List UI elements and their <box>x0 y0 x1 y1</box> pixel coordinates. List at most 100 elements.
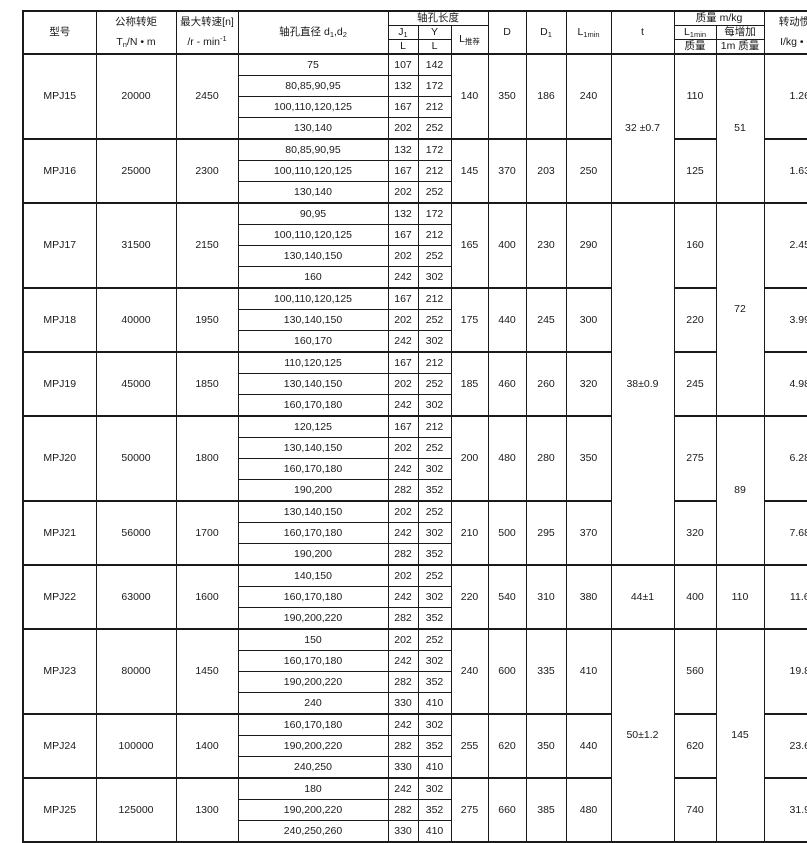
cell-bore-length-J1: 242 <box>387 330 419 353</box>
cell-bore-diameter: 160,170,180 <box>237 650 389 673</box>
cell-inertia: 23.6 <box>763 713 807 779</box>
cell-mass-per-meter: 145 <box>715 628 765 843</box>
table-row: MPJ20 50000 1800 120,125 167 212 200 480 280 350 2… <box>22 415 807 566</box>
cell-mass-L1min: 740 <box>673 777 717 843</box>
cell-mass-L1min: 400 <box>673 564 717 630</box>
table-row: MPJ21 56000 1700 130,140,150 202 252 210 500 295… <box>22 500 807 566</box>
cell-max-speed: 1700 <box>175 500 239 566</box>
header-mass-L1min-unit: 质量 <box>673 39 717 55</box>
cell-bore-diameter: 80,85,90,95 <box>237 138 389 162</box>
cell-bore-diameter: 100,110,120,125 <box>237 96 389 119</box>
cell-bore-diameter: 240,250,260 <box>237 820 389 843</box>
cell-max-speed: 1800 <box>175 415 239 502</box>
cell-bore-length-J1: 202 <box>387 245 419 268</box>
cell-bore-diameter: 100,110,120,125 <box>237 224 389 247</box>
cell-model: MPJ19 <box>22 351 97 417</box>
header-D: D <box>487 10 527 55</box>
cell-inertia: 11.6 <box>763 564 807 630</box>
table-row: 80,85,90,95 132 172 <box>23 75 807 98</box>
cell-bore-length-J1: 202 <box>387 564 419 588</box>
cell-bore-length-J1: 242 <box>387 266 419 289</box>
table-row: 130,140,150 202 252 <box>23 309 807 332</box>
table-row: 240 330 410 <box>23 692 807 715</box>
table-row: 160,170,180 242 302 <box>23 650 807 673</box>
cell-max-speed: 2300 <box>175 138 239 204</box>
cell-bore-length-J1: 167 <box>387 415 419 439</box>
cell-bore-length-Y: 352 <box>417 799 452 822</box>
cell-bore-diameter: 100,110,120,125 <box>237 160 389 183</box>
cell-max-speed: 2150 <box>175 202 239 289</box>
cell-L1min: 410 <box>565 628 612 715</box>
cell-t: 44±1 <box>610 564 675 630</box>
cell-bore-length-J1: 282 <box>387 735 419 758</box>
cell-mass-L1min: 125 <box>673 138 717 204</box>
cell-D: 540 <box>487 564 527 630</box>
table-row: MPJ24 100000 1400 160,170,180 242 302 255 620 35… <box>22 713 807 779</box>
cell-bore-length-Y: 212 <box>417 224 452 247</box>
table-row: 160,170,180 242 302 <box>23 522 807 545</box>
header-L-recommended: L推荐 <box>450 25 489 55</box>
table-row: 130,140,150 202 252 <box>23 373 807 396</box>
cell-bore-diameter: 130,140,150 <box>237 500 389 524</box>
cell-bore-diameter: 190,200,220 <box>237 799 389 822</box>
cell-bore-length-Y: 302 <box>417 458 452 481</box>
cell-bore-length-J1: 330 <box>387 756 419 779</box>
cell-nominal-torque: 56000 <box>95 500 177 566</box>
cell-bore-diameter: 190,200 <box>237 543 389 566</box>
header-mass-per-meter: 每增加 <box>715 25 765 41</box>
table-row: 130,140 202 252 <box>23 181 807 204</box>
cell-bore-length-Y: 252 <box>417 181 452 204</box>
header-inertia: 转动惯量 I/kg • m2 <box>763 10 807 55</box>
cell-bore-length-Y: 352 <box>417 479 452 502</box>
cell-bore-diameter: 190,200,220 <box>237 671 389 694</box>
cell-D1: 245 <box>525 287 567 353</box>
table-row: 160,170,180 242 302 <box>23 586 807 609</box>
cell-mass-L1min: 320 <box>673 500 717 566</box>
cell-bore-diameter: 160,170,180 <box>237 713 389 737</box>
cell-D1: 335 <box>525 628 567 715</box>
cell-D: 600 <box>487 628 527 715</box>
cell-bore-length-J1: 202 <box>387 181 419 204</box>
cell-t: 38±0.9 <box>610 202 675 566</box>
cell-t: 50±1.2 <box>610 628 675 843</box>
cell-bore-length-J1: 202 <box>387 373 419 396</box>
cell-bore-length-Y: 252 <box>417 373 452 396</box>
cell-bore-length-J1: 282 <box>387 799 419 822</box>
cell-model: MPJ16 <box>22 138 97 204</box>
cell-mass-L1min: 275 <box>673 415 717 502</box>
header-Y: Y <box>417 25 452 41</box>
cell-mass-per-meter: 72 <box>715 202 765 417</box>
cell-bore-diameter: 160,170,180 <box>237 394 389 417</box>
cell-bore-length-J1: 107 <box>387 53 419 77</box>
cell-bore-diameter: 190,200,220 <box>237 607 389 630</box>
cell-bore-length-Y: 172 <box>417 75 452 98</box>
cell-L1min: 480 <box>565 777 612 843</box>
table-row: 190,200 282 352 <box>23 543 807 566</box>
spec-sheet: 型号 公称转矩 Tn/N • m 最大转速[n] /r - min-1 轴孔直径… <box>22 10 807 843</box>
cell-bore-diameter: 190,200 <box>237 479 389 502</box>
cell-bore-diameter: 130,140 <box>237 181 389 204</box>
header-mass-per-meter-unit: 1m 质量 <box>715 39 765 55</box>
table-row: MPJ23 80000 1450 150 202 252 240 600 335 410 50±1.… <box>22 628 807 843</box>
cell-L1min: 440 <box>565 713 612 779</box>
cell-bore-length-Y: 302 <box>417 330 452 353</box>
cell-bore-length-Y: 352 <box>417 735 452 758</box>
cell-bore-length-Y: 302 <box>417 394 452 417</box>
cell-max-speed: 1950 <box>175 287 239 353</box>
table-row: 130,140,150 202 252 <box>23 245 807 268</box>
cell-model: MPJ15 <box>22 53 97 140</box>
table-row: 160 242 302 <box>23 266 807 289</box>
table-row: 190,200 282 352 <box>23 479 807 502</box>
header-Y-L: L <box>417 39 452 55</box>
cell-nominal-torque: 40000 <box>95 287 177 353</box>
cell-L1min: 290 <box>565 202 612 289</box>
cell-bore-length-J1: 167 <box>387 351 419 375</box>
cell-mass-per-meter: 110 <box>715 564 765 630</box>
cell-L-recommended: 140 <box>450 53 489 140</box>
cell-bore-length-J1: 242 <box>387 394 419 417</box>
cell-bore-length-Y: 252 <box>417 309 452 332</box>
cell-D1: 230 <box>525 202 567 289</box>
cell-mass-L1min: 620 <box>673 713 717 779</box>
cell-bore-length-Y: 410 <box>417 756 452 779</box>
cell-bore-length-J1: 242 <box>387 458 419 481</box>
